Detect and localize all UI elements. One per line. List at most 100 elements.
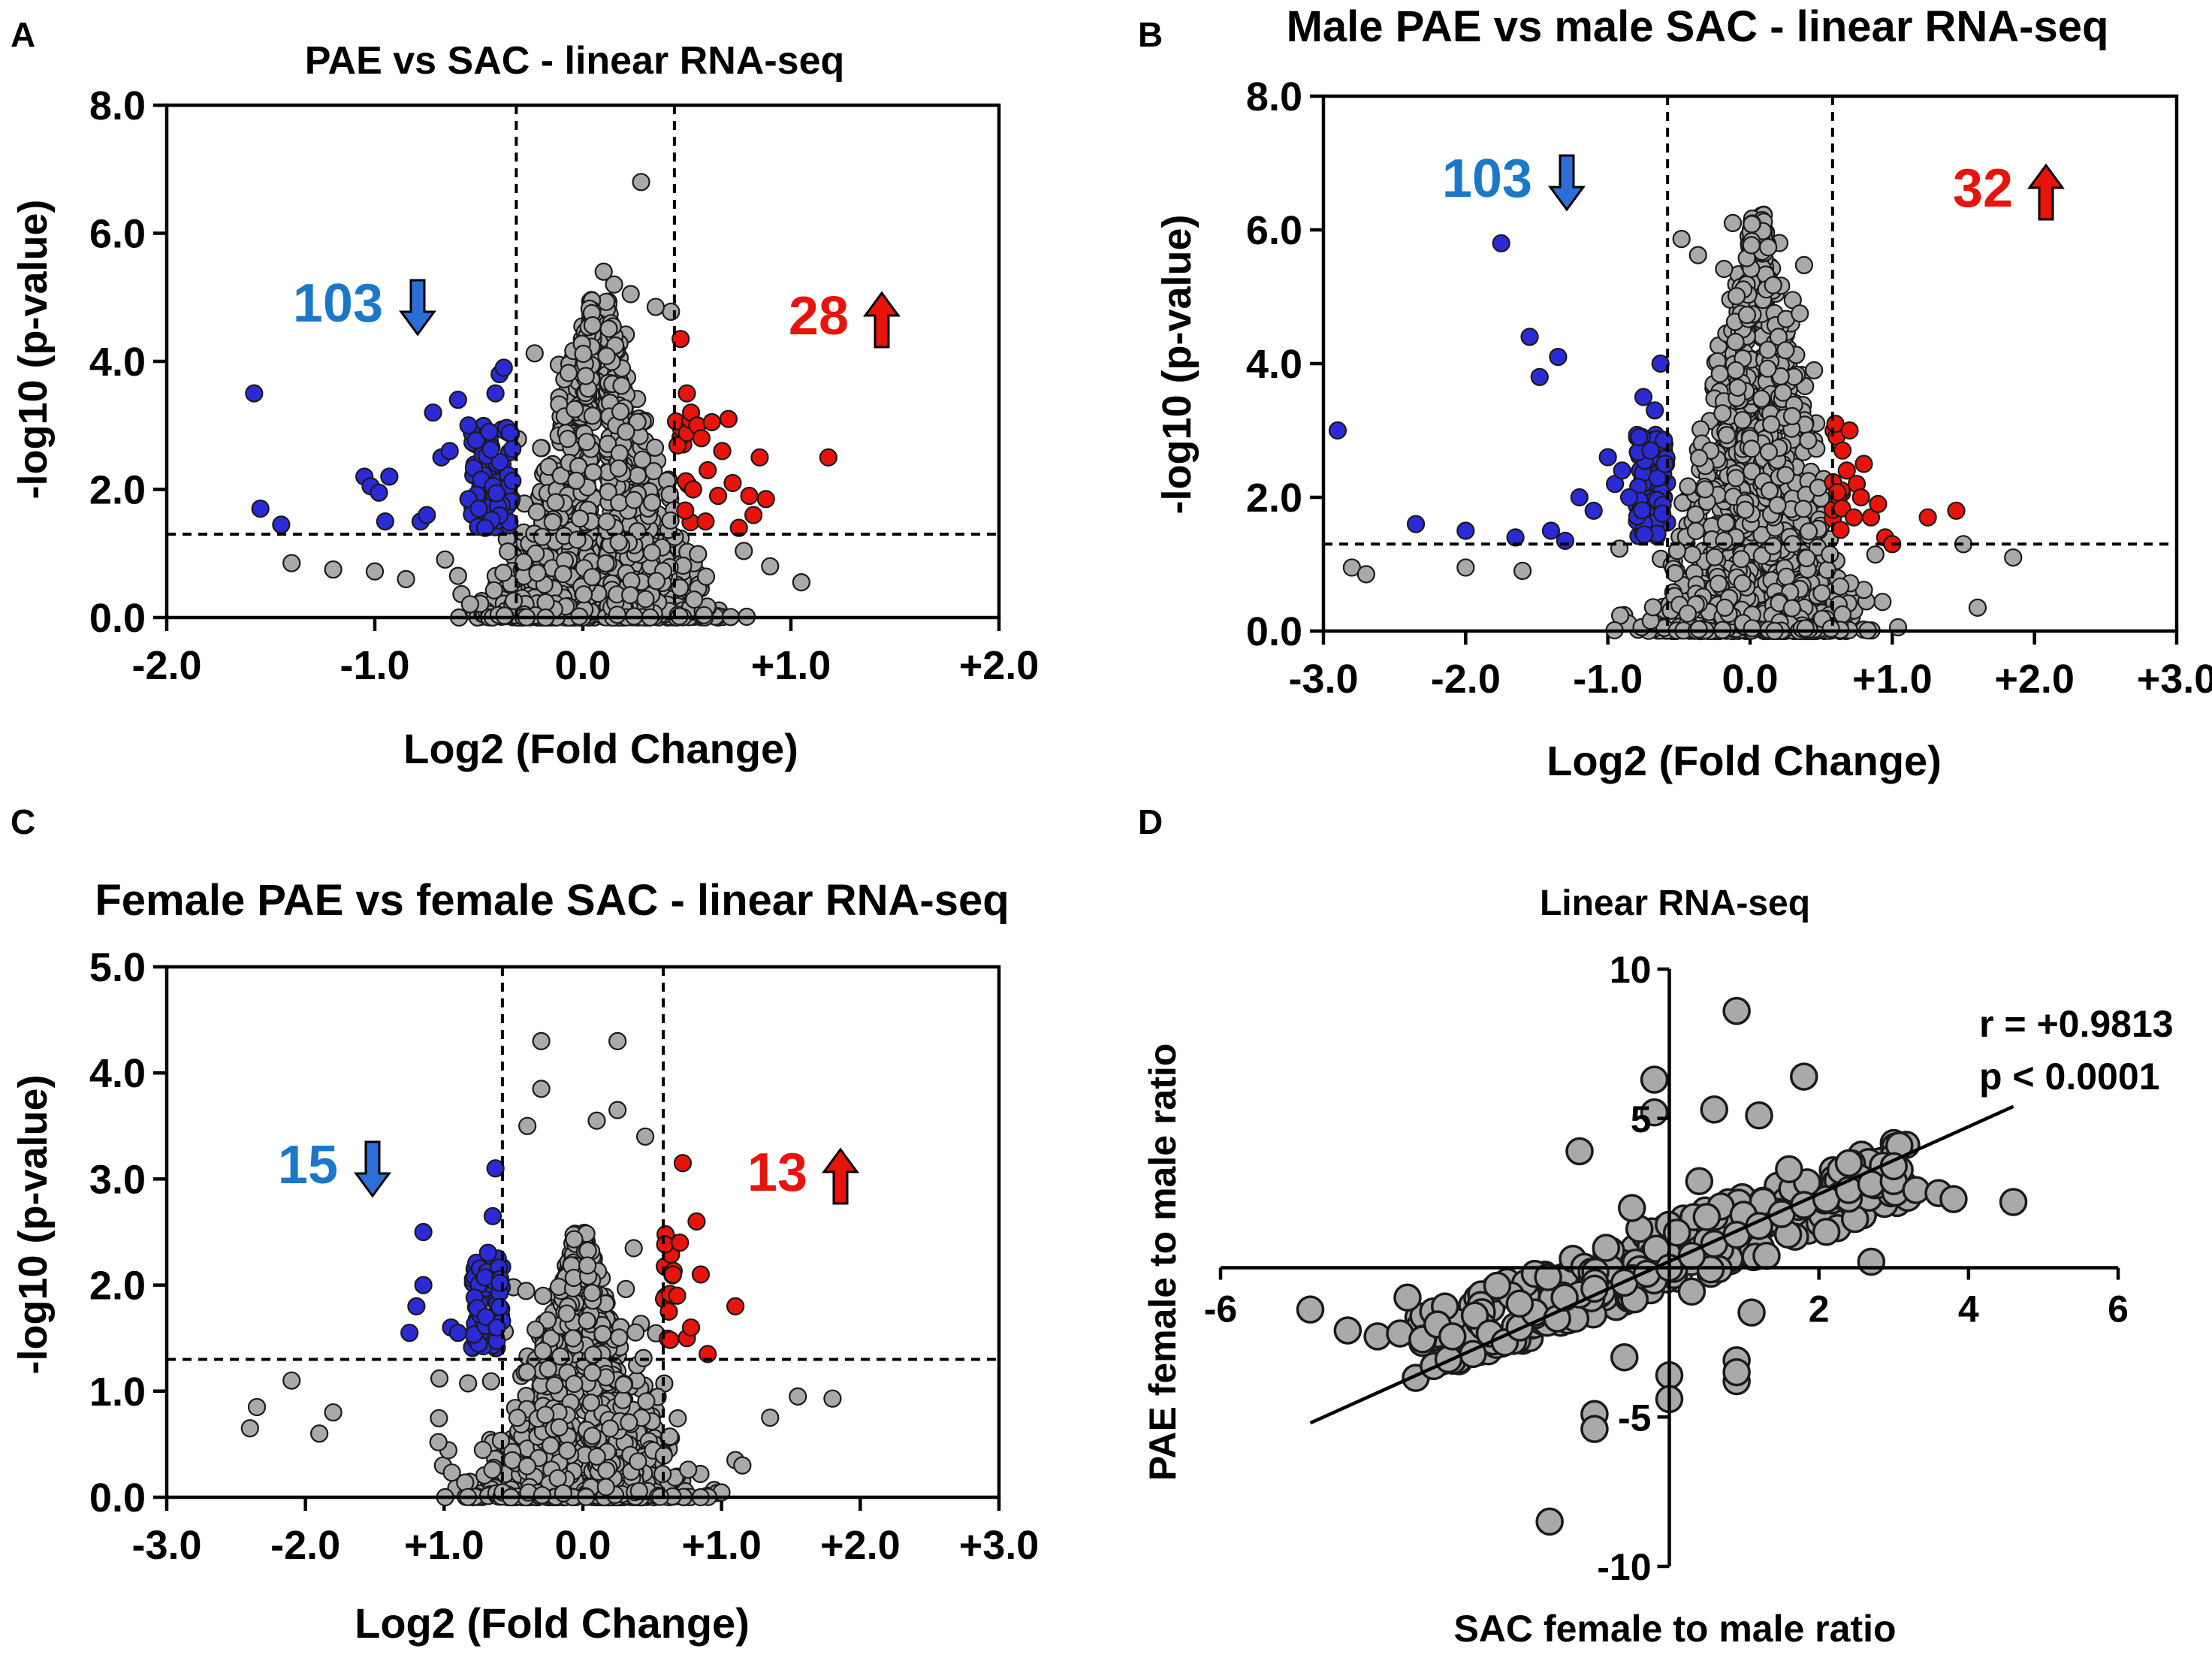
point-ns (1733, 574, 1752, 593)
point-ns (448, 566, 467, 585)
panel-c-ylabel: -log10 (p-value) (11, 1074, 56, 1374)
point-ns (610, 444, 629, 463)
panel-d-xlabel: SAC female to male ratio (1453, 1608, 1896, 1650)
point-ns (583, 568, 602, 587)
down-arrow-icon (354, 1140, 391, 1198)
point-up (681, 1318, 701, 1337)
point-up (723, 473, 742, 493)
point-ns (608, 606, 626, 624)
point-up (663, 1265, 683, 1284)
point-ns (502, 1451, 522, 1469)
point-ns (539, 458, 558, 476)
point-ns (1791, 304, 1809, 323)
point-up (713, 442, 732, 461)
point-ns (662, 302, 680, 321)
point-ns (578, 1256, 597, 1275)
point-down (475, 1268, 494, 1287)
point-ns (548, 1469, 567, 1487)
panel-a-xlabel: Log2 (Fold Change) (403, 725, 798, 772)
point-down (448, 1324, 467, 1342)
point-ns (558, 1441, 577, 1460)
point-ns (609, 533, 628, 551)
point-up (1854, 455, 1873, 473)
point-ns (1709, 574, 1728, 593)
point-ns (532, 1080, 551, 1098)
point-ns (1768, 496, 1787, 515)
point-down (1634, 388, 1653, 406)
point-ns (536, 593, 555, 612)
y-tick-label: 8.0 (1246, 74, 1302, 119)
point-ns (609, 459, 628, 478)
panel-letter-c: C (11, 802, 35, 841)
point-ns (517, 1282, 536, 1300)
point-ns (559, 364, 578, 382)
point-ns (587, 1111, 606, 1130)
point-ns (668, 1409, 687, 1428)
x-tick-label: -1.0 (339, 643, 409, 688)
point-ns (1764, 536, 1782, 555)
point-down (1619, 488, 1639, 507)
point-ns (566, 400, 584, 418)
point-ns (282, 554, 301, 572)
point-ns (1723, 213, 1743, 232)
point-gene (1505, 1289, 1535, 1318)
point-ns (685, 590, 704, 609)
point-ns (1679, 477, 1697, 496)
point-gene (1700, 1095, 1728, 1124)
x-tick-label: -3.0 (131, 1523, 201, 1568)
point-ns (1716, 513, 1735, 533)
point-up (702, 412, 721, 432)
point-ns (583, 1363, 602, 1382)
point-gene (1640, 1065, 1669, 1094)
point-up (819, 448, 837, 467)
point-down (414, 1276, 433, 1294)
point-up (668, 1286, 687, 1305)
point-ns (1866, 545, 1885, 564)
point-ns (610, 494, 629, 512)
point-up (673, 1154, 693, 1173)
point-gene (1565, 1137, 1594, 1166)
point-ns (1821, 545, 1839, 564)
point-up (744, 506, 763, 524)
point-gene (1834, 1149, 1863, 1178)
point-gene (1692, 1203, 1722, 1231)
point-down (1456, 521, 1475, 540)
point-ns (1732, 550, 1751, 569)
point-ns (518, 1363, 536, 1382)
point-ns (1737, 306, 1756, 325)
point-ns (324, 1403, 343, 1422)
point-ns (1726, 361, 1746, 379)
point-down (1549, 348, 1568, 367)
point-ns (628, 466, 647, 485)
point-up (1918, 508, 1937, 527)
point-ns (620, 1413, 638, 1432)
point-ns (558, 430, 578, 448)
point-ns (484, 581, 503, 599)
y-tick-label: 6.0 (89, 212, 146, 257)
x-tick-label: -1.0 (1573, 657, 1643, 702)
x-tick-label: 6 (2108, 1288, 2129, 1330)
point-ns (789, 1387, 807, 1406)
panel-d-title: Linear RNA-seq (1540, 883, 1810, 923)
point-ns (1356, 565, 1375, 584)
y-tick-label: 5.0 (89, 945, 146, 990)
point-ns (1742, 236, 1761, 255)
point-ns (733, 1456, 752, 1475)
point-ns (761, 557, 780, 575)
point-ns (643, 493, 662, 512)
y-tick-label: 0.0 (1246, 609, 1302, 654)
point-down (448, 391, 467, 409)
point-ns (617, 422, 635, 441)
point-ns (551, 1347, 570, 1366)
point-ns (324, 560, 343, 579)
point-ns (608, 1101, 627, 1119)
point-up (719, 409, 738, 428)
point-up (687, 1212, 706, 1231)
point-ns (429, 1433, 448, 1451)
point-ns (247, 1397, 267, 1417)
point-down (1630, 427, 1649, 447)
point-ns (1782, 599, 1801, 618)
point-ns (282, 1371, 301, 1390)
point-ns (554, 1484, 572, 1502)
